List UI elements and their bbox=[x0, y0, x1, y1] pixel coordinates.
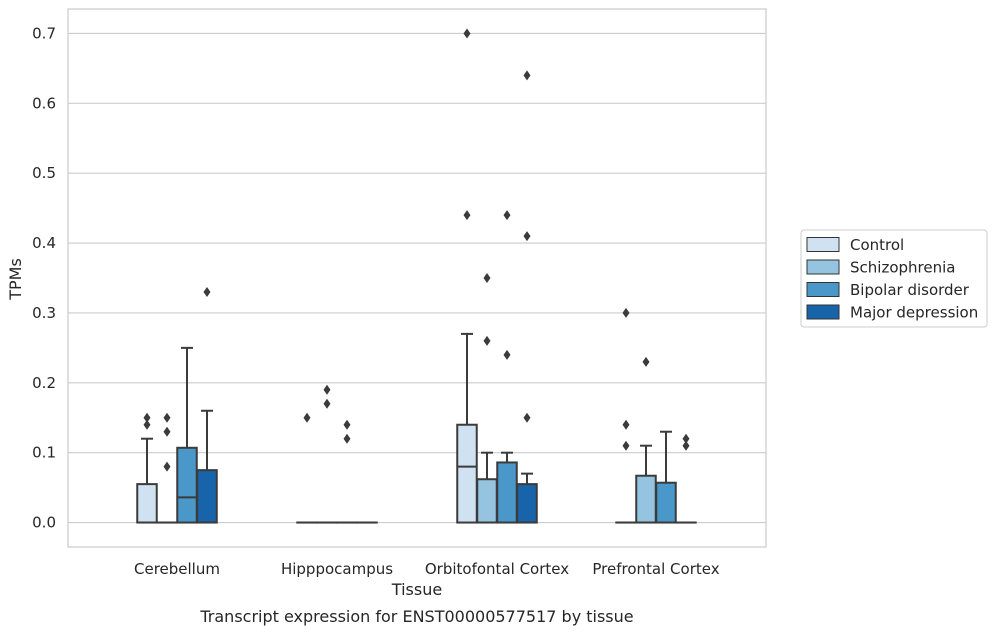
outlier-point bbox=[323, 384, 331, 395]
plot-background bbox=[68, 9, 766, 547]
outlier-point bbox=[163, 461, 171, 472]
boxes bbox=[136, 28, 697, 524]
x-axis-label: Tissue bbox=[391, 580, 442, 599]
box-element bbox=[136, 412, 158, 524]
box-element bbox=[516, 70, 538, 524]
outlier-point bbox=[503, 349, 511, 360]
y-tick-label: 0.4 bbox=[32, 234, 56, 252]
legend-swatch bbox=[806, 304, 840, 320]
outlier-point bbox=[642, 356, 650, 367]
outlier-point bbox=[622, 440, 630, 451]
outlier-point bbox=[622, 307, 630, 318]
legend-frame bbox=[800, 229, 988, 328]
outlier-point bbox=[323, 398, 331, 409]
box-rect bbox=[476, 478, 498, 524]
legend-label: Schizophrenia bbox=[850, 259, 955, 277]
box-element bbox=[655, 430, 677, 524]
box-element bbox=[675, 433, 697, 524]
box-rect bbox=[635, 474, 657, 524]
box-element bbox=[635, 356, 657, 524]
outlier-point bbox=[343, 433, 351, 444]
y-tick-label: 0.1 bbox=[32, 444, 56, 462]
outlier-point bbox=[682, 440, 690, 451]
outlier-point bbox=[163, 426, 171, 437]
box-element bbox=[615, 307, 637, 524]
outlier-point bbox=[523, 231, 531, 242]
outlier-point bbox=[523, 412, 531, 423]
outlier-point bbox=[343, 419, 351, 430]
box-rect bbox=[136, 483, 158, 524]
outlier-point bbox=[303, 412, 311, 423]
x-tick-labels: Cerebellum Hipppocampus Orbitofontal Corte… bbox=[134, 560, 720, 578]
y-tick-labels: 0.0 0.1 0.2 0.3 0.4 0.5 0.6 0.7 bbox=[32, 24, 56, 531]
box-rect bbox=[655, 481, 677, 524]
y-tick-label: 0.0 bbox=[32, 514, 56, 532]
box-rect bbox=[456, 423, 478, 524]
box-element bbox=[196, 286, 218, 524]
x-tick-label: Cerebellum bbox=[134, 560, 220, 578]
outlier-point bbox=[483, 335, 491, 346]
legend-label: Control bbox=[850, 236, 904, 254]
box-element bbox=[496, 210, 518, 524]
legend-swatch bbox=[806, 282, 840, 297]
y-tick-label: 0.7 bbox=[32, 24, 56, 42]
legend-label: Major depression bbox=[850, 304, 978, 322]
y-tick-label: 0.5 bbox=[32, 164, 56, 182]
outlier-point bbox=[682, 433, 690, 444]
outlier-point bbox=[463, 210, 471, 221]
y-axis-label: TPMs bbox=[6, 258, 25, 301]
legend: Control Schizophrenia Bipolar disorder Majo… bbox=[800, 229, 988, 328]
chart-caption: Transcript expression for ENST0000057751… bbox=[199, 607, 633, 626]
box-element bbox=[316, 384, 338, 524]
box-rect bbox=[196, 469, 218, 524]
y-tick-label: 0.3 bbox=[32, 304, 56, 322]
y-tick-label: 0.6 bbox=[32, 94, 56, 112]
legend-label: Bipolar disorder bbox=[850, 281, 970, 299]
y-tick-label: 0.2 bbox=[32, 374, 56, 392]
outlier-point bbox=[622, 419, 630, 430]
box-element bbox=[456, 28, 478, 524]
outlier-point bbox=[143, 419, 151, 430]
box-rect bbox=[516, 483, 538, 524]
legend-swatch bbox=[806, 259, 840, 275]
outlier-point bbox=[463, 28, 471, 39]
x-tick-label: Orbitofontal Cortex bbox=[425, 560, 569, 578]
outlier-point bbox=[523, 70, 531, 81]
outlier-point bbox=[163, 412, 171, 423]
x-tick-label: Prefrontal Cortex bbox=[592, 560, 719, 578]
outlier-point bbox=[483, 273, 491, 283]
box-element bbox=[336, 419, 358, 524]
box-rect bbox=[176, 446, 198, 524]
outlier-point bbox=[143, 412, 151, 423]
legend-swatch bbox=[806, 237, 840, 252]
outlier-point bbox=[503, 210, 511, 221]
plot-frame bbox=[67, 8, 767, 548]
box-rect bbox=[496, 461, 518, 524]
x-tick-label: Hipppocampus bbox=[281, 560, 393, 578]
box-element bbox=[176, 346, 198, 524]
outlier-point bbox=[203, 286, 211, 297]
